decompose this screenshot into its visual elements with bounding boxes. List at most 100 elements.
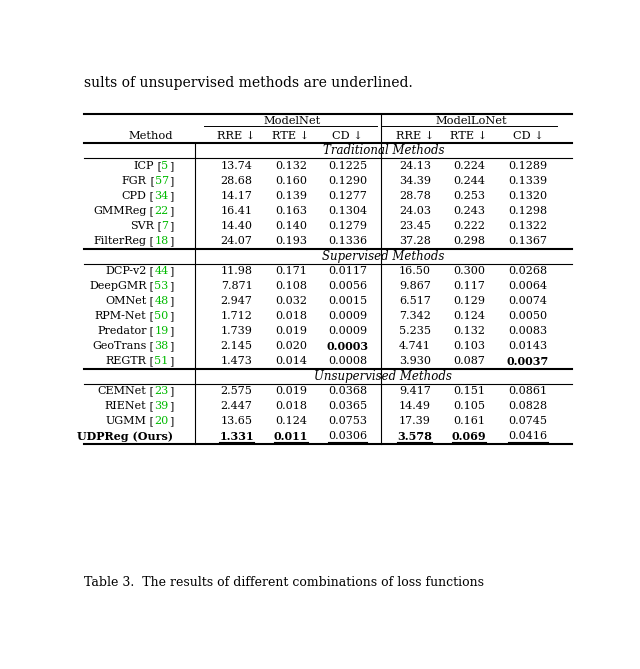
Text: 0.0083: 0.0083 [508,326,547,336]
Text: 0.124: 0.124 [275,416,307,426]
Text: 0.0050: 0.0050 [508,311,547,321]
Text: 0.019: 0.019 [275,386,307,396]
Text: UGMM: UGMM [106,416,147,426]
Text: 3.930: 3.930 [399,356,431,366]
Text: FilterReg: FilterReg [93,236,147,246]
Text: 17.39: 17.39 [399,416,431,426]
Text: 5.235: 5.235 [399,326,431,336]
Text: 0.087: 0.087 [453,356,485,366]
Text: 34: 34 [154,191,168,201]
Text: 0.011: 0.011 [274,431,308,442]
Text: 28.68: 28.68 [221,176,253,186]
Text: GMMReg: GMMReg [93,206,147,216]
Text: OMNet: OMNet [105,296,147,306]
Text: ModelLoNet: ModelLoNet [436,116,507,126]
Text: 0.0117: 0.0117 [328,266,367,276]
Text: 57: 57 [154,176,168,186]
Text: ]: ] [168,356,173,366]
Text: 39: 39 [154,401,168,411]
Text: 0.139: 0.139 [275,191,307,201]
Text: [: [ [154,221,162,231]
Text: [: [ [147,296,154,306]
Text: 0.1225: 0.1225 [328,161,367,171]
Text: [: [ [154,161,161,171]
Text: 0.0745: 0.0745 [508,416,547,426]
Text: ]: ] [168,416,173,426]
Text: 0.1320: 0.1320 [508,191,547,201]
Text: 16.50: 16.50 [399,266,431,276]
Text: 0.014: 0.014 [275,356,307,366]
Text: 0.1277: 0.1277 [328,191,367,201]
Text: 0.0143: 0.0143 [508,341,547,351]
Text: 0.0074: 0.0074 [508,296,547,306]
Text: 0.018: 0.018 [275,401,307,411]
Text: ]: ] [168,236,173,246]
Text: 6.517: 6.517 [399,296,431,306]
Text: 0.018: 0.018 [275,311,307,321]
Text: 2.575: 2.575 [221,386,253,396]
Text: 0.243: 0.243 [453,206,485,216]
Text: UDPReg (Ours): UDPReg (Ours) [77,431,173,442]
Text: Method: Method [129,130,173,140]
Text: 0.222: 0.222 [453,221,485,231]
Text: 7: 7 [162,221,168,231]
Text: ]: ] [168,176,173,186]
Text: 0.0753: 0.0753 [328,416,367,426]
Text: Traditional Methods: Traditional Methods [323,145,444,157]
Text: 14.40: 14.40 [221,221,253,231]
Text: 20: 20 [154,416,168,426]
Text: sults of unsupervised methods are underlined.: sults of unsupervised methods are underl… [84,76,413,90]
Text: 0.163: 0.163 [275,206,307,216]
Text: 0.1298: 0.1298 [508,206,547,216]
Text: ]: ] [168,161,173,171]
Text: 0.032: 0.032 [275,296,307,306]
Text: 23.45: 23.45 [399,221,431,231]
Text: 0.1279: 0.1279 [328,221,367,231]
Text: RPM-Net: RPM-Net [95,311,147,321]
Text: SVR: SVR [130,221,154,231]
Text: DeepGMR: DeepGMR [89,281,147,291]
Text: 14.49: 14.49 [399,401,431,411]
Text: 0.140: 0.140 [275,221,307,231]
Text: RTE ↓: RTE ↓ [451,130,488,140]
Text: 0.1322: 0.1322 [508,221,547,231]
Text: 28.78: 28.78 [399,191,431,201]
Text: 0.253: 0.253 [453,191,485,201]
Text: [: [ [147,386,154,396]
Text: 19: 19 [154,326,168,336]
Text: 9.867: 9.867 [399,281,431,291]
Text: 13.65: 13.65 [221,416,253,426]
Text: ]: ] [168,281,173,291]
Text: 24.13: 24.13 [399,161,431,171]
Text: 2.145: 2.145 [221,341,253,351]
Text: 50: 50 [154,311,168,321]
Text: 0.298: 0.298 [453,236,485,246]
Text: 3.578: 3.578 [397,431,432,442]
Text: 34.39: 34.39 [399,176,431,186]
Text: RTE ↓: RTE ↓ [272,130,309,140]
Text: ]: ] [168,266,173,276]
Text: 0.244: 0.244 [453,176,485,186]
Text: ]: ] [168,401,173,411]
Text: [: [ [147,311,154,321]
Text: Table 3.  The results of different combinations of loss functions: Table 3. The results of different combin… [84,576,484,589]
Text: 0.1289: 0.1289 [508,161,547,171]
Text: 0.019: 0.019 [275,326,307,336]
Text: CEMNet: CEMNet [98,386,147,396]
Text: 2.947: 2.947 [221,296,253,306]
Text: 0.105: 0.105 [453,401,485,411]
Text: ]: ] [168,191,173,201]
Text: 0.1339: 0.1339 [508,176,547,186]
Text: 1.712: 1.712 [221,311,253,321]
Text: [: [ [147,191,154,201]
Text: RIENet: RIENet [105,401,147,411]
Text: CD ↓: CD ↓ [332,130,363,140]
Text: Unsupervised Methods: Unsupervised Methods [314,370,452,383]
Text: 0.0003: 0.0003 [326,341,369,352]
Text: 1.473: 1.473 [221,356,253,366]
Text: 0.160: 0.160 [275,176,307,186]
Text: REGTR: REGTR [106,356,147,366]
Text: CPD: CPD [122,191,147,201]
Text: 0.0828: 0.0828 [508,401,547,411]
Text: 0.0009: 0.0009 [328,311,367,321]
